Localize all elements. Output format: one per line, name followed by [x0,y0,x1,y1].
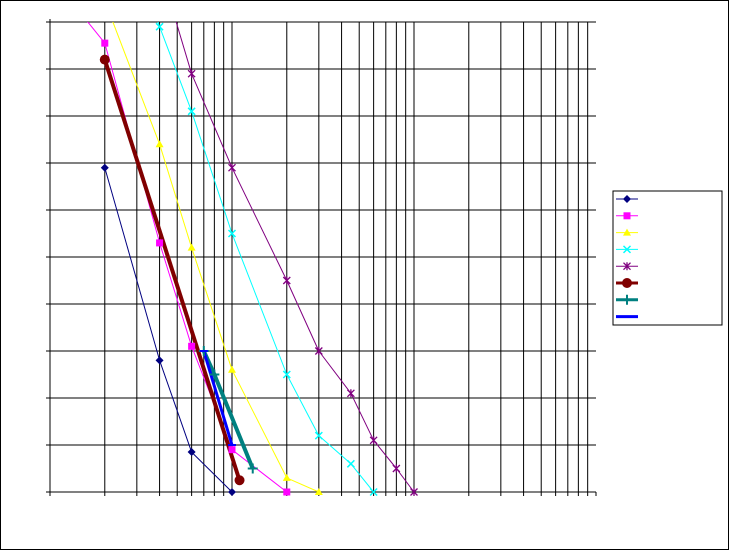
series-8-line [202,350,234,446]
series-5-point [314,347,323,355]
series-1-point [228,488,236,496]
series-3-point [314,488,323,495]
legend-entry-5 [616,262,638,271]
series-1-line [104,167,233,492]
axis-ticks [46,21,597,496]
legend [612,190,723,326]
series-5-point [228,163,236,172]
series-1-point [155,356,164,365]
legend-entry-7 [616,294,638,305]
series-4-point [282,370,291,379]
series-7-point [209,369,220,380]
series-3-point [228,365,236,373]
series-2-point [156,239,164,247]
series-4-point [155,22,164,31]
legend-entry-6 [616,278,638,288]
legend-marker [622,245,632,254]
series-4-point [346,459,355,468]
series-4-point [314,431,323,440]
series-3-point [282,473,291,481]
series-1-point [100,163,109,172]
grid [50,21,596,492]
series-3-line [112,22,320,492]
series-5-point [410,488,418,496]
legend-marker [623,195,631,203]
axes [49,19,596,493]
legend-marker [623,262,631,271]
series-1-point [187,448,196,457]
legend-marker [623,212,631,220]
series-3-point [155,140,164,148]
series-7-point [247,463,258,474]
series-5-point [282,276,291,285]
series-5-point [187,69,196,78]
series-5-point [346,389,355,398]
series-4-point [227,229,237,238]
legend-entry-3 [616,228,638,236]
series-2-point [228,446,236,454]
legend-entry-2 [616,212,638,220]
legend-marker [623,228,631,236]
series-4-point [187,107,196,116]
legend-entry-1 [616,195,638,203]
series-3-point [187,243,196,251]
series-4-point [369,487,378,497]
series-2-point [101,39,109,47]
series-5-point [392,464,401,473]
series-5-point [369,436,378,445]
series-4-line [157,22,374,492]
markers [99,22,418,497]
series-6-point [99,54,110,65]
series-2-point [283,488,291,496]
legend-marker [622,278,632,288]
series-2-line [87,22,288,492]
series-2-point [188,342,196,350]
series-6-line [102,58,242,481]
legend-entry-4 [616,245,638,254]
legend-marker [622,294,632,305]
legend-box [612,190,723,326]
series-6-point [234,475,245,486]
